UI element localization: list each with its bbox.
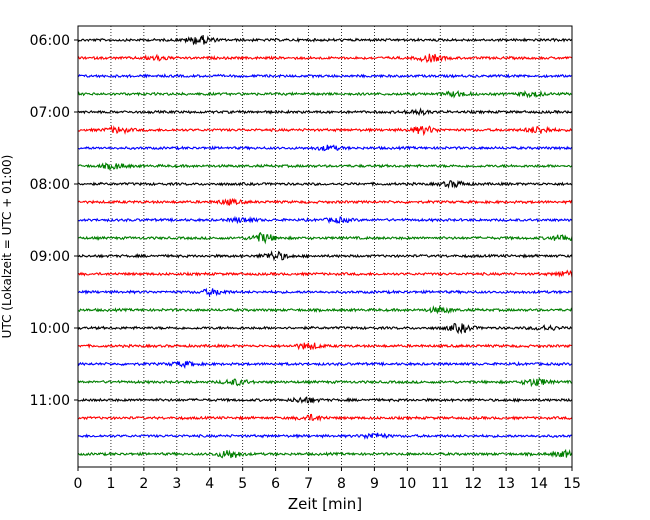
y-tick-label: 08:00 bbox=[30, 177, 70, 193]
y-tick-label: 11:00 bbox=[30, 393, 70, 409]
x-tick-label: 11 bbox=[431, 476, 449, 492]
trace-0645 bbox=[77, 89, 573, 99]
trace-1015 bbox=[77, 342, 573, 351]
x-tick-label: 15 bbox=[563, 476, 581, 492]
trace-0845 bbox=[77, 232, 573, 245]
trace-1045 bbox=[77, 377, 573, 388]
x-tick-label: 6 bbox=[271, 476, 280, 492]
trace-0915 bbox=[77, 269, 573, 278]
trace-0800 bbox=[77, 179, 573, 189]
trace-0715 bbox=[77, 125, 573, 137]
trace-1145 bbox=[77, 448, 573, 459]
x-tick-label: 3 bbox=[172, 476, 181, 492]
x-tick-label: 4 bbox=[205, 476, 214, 492]
x-tick-label: 10 bbox=[398, 476, 416, 492]
x-tick-label: 7 bbox=[304, 476, 313, 492]
x-tick-label: 1 bbox=[106, 476, 115, 492]
trace-1130 bbox=[77, 432, 573, 440]
trace-0730 bbox=[77, 144, 573, 152]
x-tick-label: 12 bbox=[464, 476, 482, 492]
y-tick-label: 06:00 bbox=[30, 33, 70, 49]
trace-0600 bbox=[77, 35, 573, 46]
x-axis-label: Zeit [min] bbox=[288, 495, 362, 513]
trace-0945 bbox=[77, 305, 573, 315]
y-tick-label: 09:00 bbox=[30, 249, 70, 265]
x-tick-label: 8 bbox=[337, 476, 346, 492]
grid-lines bbox=[110, 26, 540, 467]
trace-0630 bbox=[77, 73, 573, 79]
x-tick-label: 14 bbox=[530, 476, 548, 492]
x-tick-label: 9 bbox=[370, 476, 379, 492]
plot-frame bbox=[77, 25, 573, 468]
trace-0930 bbox=[77, 287, 573, 298]
y-axis-label: UTC (Lokalzeit = UTC + 01:00) bbox=[0, 155, 14, 339]
trace-0700 bbox=[77, 107, 573, 117]
trace-0830 bbox=[77, 215, 573, 225]
trace-1000 bbox=[77, 322, 573, 335]
trace-0615 bbox=[77, 53, 573, 64]
x-tick-label: 2 bbox=[139, 476, 148, 492]
trace-1115 bbox=[77, 413, 573, 422]
trace-1030 bbox=[77, 360, 573, 369]
trace-0900 bbox=[77, 250, 573, 262]
axis-ticks: 0 1 2 3 4 5 6 7 8 9 10 11 12 13 14 1506:0007:0008:0009:… bbox=[30, 33, 581, 492]
y-tick-label: 10:00 bbox=[30, 321, 70, 337]
trace-lines bbox=[77, 35, 573, 459]
y-tick-label: 07:00 bbox=[30, 105, 70, 121]
x-tick-label: 5 bbox=[238, 476, 247, 492]
trace-0745 bbox=[77, 162, 573, 171]
trace-0815 bbox=[77, 197, 573, 206]
x-tick-label: 0 bbox=[74, 476, 83, 492]
x-tick-label: 13 bbox=[497, 476, 515, 492]
trace-1100 bbox=[77, 396, 573, 404]
